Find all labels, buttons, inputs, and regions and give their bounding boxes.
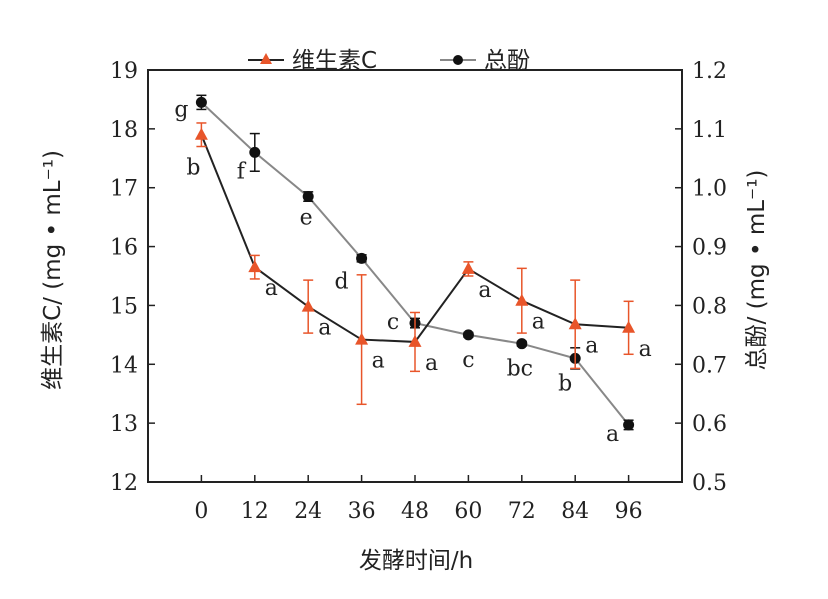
y-right-tick-label: 1.0	[692, 177, 727, 202]
vitamin-c-significance-letter: b	[186, 156, 200, 181]
total-phenol-significance-letter: g	[174, 97, 188, 122]
x-tick-label: 60	[454, 499, 482, 524]
chart-frame: 12 13 14 15 16 17 18 19 0.5 0.6 0.7 0.8 0.9 1.0 1.1 1.2…	[30, 30, 782, 578]
y-left-tick-label: 15	[110, 294, 138, 319]
vitamin-c-point	[568, 317, 582, 330]
total-phenol-significance-letter: b	[558, 371, 572, 396]
dual-axis-line-chart: 12 13 14 15 16 17 18 19 0.5 0.6 0.7 0.8 0.9 1.0 1.1 1.2…	[40, 48, 770, 574]
y-left-tick-label: 18	[110, 118, 138, 143]
y-left-tick-label: 19	[110, 59, 138, 84]
total-phenol-point	[356, 252, 368, 264]
total-phenol-point	[302, 191, 314, 203]
total-phenol-significance-letter: c	[462, 348, 474, 373]
y-right-tick-label: 1.2	[692, 59, 727, 84]
x-tick-label: 72	[508, 499, 536, 524]
vitamin-c-point	[301, 299, 315, 312]
x-axis-title: 发酵时间/h	[359, 548, 473, 574]
x-tick-label: 36	[348, 499, 376, 524]
total-phenol-significance-letter: d	[335, 269, 349, 294]
total-phenol-point	[623, 419, 635, 431]
vitamin-c-point	[248, 260, 262, 273]
vitamin-c-significance-letter: a	[585, 333, 598, 358]
vitamin-c-point	[408, 334, 422, 347]
total-phenol-significance-letter: a	[606, 422, 619, 447]
vitamin-c-significance-letter: a	[372, 349, 385, 374]
legend-label-total-phenol: 总酚	[484, 48, 530, 74]
left-axis-title: 维生素C/ (mg • mL⁻¹)	[40, 150, 66, 390]
y-right-tick-label: 1.1	[692, 118, 727, 143]
x-tick-label: 96	[615, 499, 643, 524]
x-tick-label: 12	[241, 499, 269, 524]
x-tick-label: 0	[194, 499, 208, 524]
vitamin-c-significance-letter: a	[478, 278, 491, 303]
y-left-tick-label: 12	[110, 471, 138, 496]
x-tick-label: 24	[294, 499, 322, 524]
vitamin-c-significance-letter: a	[639, 337, 652, 362]
legend: 维生素C 总酚	[248, 48, 530, 74]
x-tick-label: 84	[561, 499, 589, 524]
vitamin-c-significance-letter: a	[532, 310, 545, 335]
y-left-tick-label: 14	[110, 353, 138, 378]
legend-label-vitamin-c: 维生素C	[292, 48, 377, 74]
y-left-tick-label: 17	[110, 177, 138, 202]
vitamin-c-significance-letter: a	[265, 276, 278, 301]
axis-labels: 发酵时间/h 维生素C/ (mg • mL⁻¹) 总酚/ (mg • mL⁻¹)	[40, 150, 770, 574]
total-phenol-point	[462, 329, 474, 341]
plot-border	[147, 69, 683, 483]
right-axis-title: 总酚/ (mg • mL⁻¹)	[744, 170, 770, 371]
vitamin-c-significance-letter: a	[425, 351, 438, 376]
x-tick-label: 48	[401, 499, 429, 524]
total-phenol-significance-letter: e	[300, 206, 313, 231]
legend-triangle-icon	[260, 53, 272, 64]
legend-circle-icon	[453, 55, 463, 65]
series-line-vitamin-c	[200, 134, 629, 343]
vitamin-c-point	[461, 261, 475, 274]
total-phenol-significance-letter: c	[387, 310, 399, 335]
vitamin-c-point	[355, 332, 369, 345]
total-phenol-point	[516, 338, 528, 350]
total-phenol-significance-letter: bc	[507, 357, 533, 382]
total-phenol-significance-letter: f	[237, 159, 247, 184]
vitamin-c-point	[194, 127, 208, 140]
y-left-tick-label: 16	[110, 236, 138, 261]
total-phenol-point	[195, 96, 207, 108]
vitamin-c-significance-letter: a	[318, 316, 331, 341]
y-right-tick-label: 0.6	[692, 412, 727, 437]
y-right-tick-label: 0.7	[692, 353, 727, 378]
y-right-tick-label: 0.8	[692, 294, 727, 319]
total-phenol-point	[249, 146, 261, 158]
vitamin-c-point	[515, 293, 529, 306]
axes: 12 13 14 15 16 17 18 19 0.5 0.6 0.7 0.8 0.9 1.0 1.1 1.2…	[110, 59, 727, 524]
y-right-tick-label: 0.5	[692, 471, 727, 496]
vitamin-c-point	[622, 320, 636, 333]
y-right-tick-label: 0.9	[692, 236, 727, 261]
y-left-tick-label: 13	[110, 412, 138, 437]
